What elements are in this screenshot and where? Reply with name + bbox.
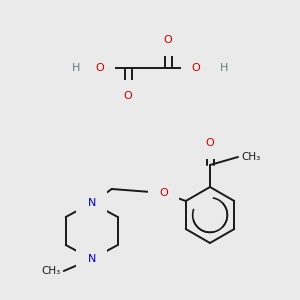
Text: O: O bbox=[124, 91, 132, 101]
Text: CH₃: CH₃ bbox=[41, 266, 61, 276]
Text: O: O bbox=[192, 63, 200, 73]
Text: O: O bbox=[206, 138, 214, 148]
Text: O: O bbox=[159, 188, 168, 198]
Text: N: N bbox=[88, 254, 96, 264]
Text: O: O bbox=[164, 35, 172, 45]
Text: H: H bbox=[72, 63, 80, 73]
Text: N: N bbox=[88, 198, 96, 208]
Text: H: H bbox=[220, 63, 228, 73]
Text: O: O bbox=[96, 63, 104, 73]
Text: CH₃: CH₃ bbox=[241, 152, 260, 162]
